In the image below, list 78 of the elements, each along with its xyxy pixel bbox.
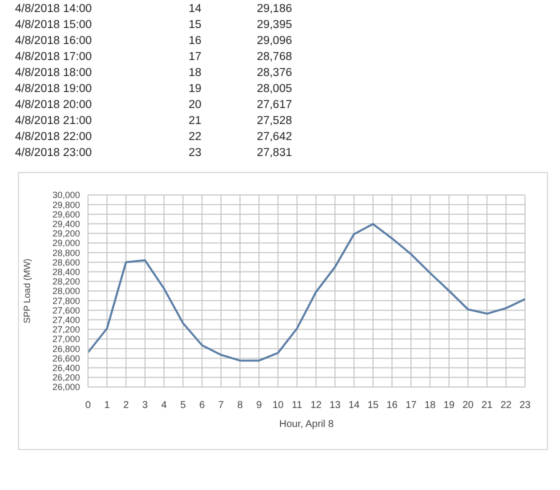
y-tick-label: 29,800 <box>52 200 80 210</box>
text: 29,186 <box>256 2 292 17</box>
text: 4/8/2018 18:00 <box>15 66 92 81</box>
text: 28,768 <box>256 50 292 65</box>
y-tick-label: 28,200 <box>52 276 80 287</box>
y-tick-label: 29,400 <box>52 218 80 229</box>
text: 4/8/2018 16:00 <box>15 34 92 49</box>
text: 27,528 <box>256 114 292 129</box>
x-tick-label: 15 <box>367 400 379 412</box>
text: 4/8/2018 15:00 <box>15 18 92 33</box>
text: 18 <box>188 66 202 81</box>
text: 23 <box>188 146 202 161</box>
x-tick-label: 8 <box>237 400 244 412</box>
text: 19 <box>188 82 202 97</box>
y-tick-label: 27,400 <box>52 314 80 325</box>
x-tick-label: 2 <box>123 400 130 412</box>
y-tick-label: 28,600 <box>52 257 80 268</box>
text: 28,005 <box>256 82 292 97</box>
y-tick-label: 26,600 <box>52 353 80 364</box>
text: 4/8/2018 14:00 <box>15 2 92 17</box>
x-tick-label: 1 <box>104 400 110 412</box>
y-tick-label: 28,800 <box>52 248 80 258</box>
y-tick-label: 28,400 <box>52 266 80 277</box>
text: 21 <box>188 114 202 129</box>
text: 27,831 <box>256 146 292 161</box>
text: 4/8/2018 20:00 <box>15 98 92 113</box>
y-tick-label: 28,000 <box>52 286 80 296</box>
y-tick-label: 26,200 <box>52 372 80 383</box>
x-tick-label: 11 <box>292 400 303 412</box>
x-tick-label: 10 <box>272 400 284 412</box>
x-tick-label: 6 <box>199 400 206 412</box>
x-tick-label: 23 <box>519 400 531 412</box>
y-tick-label: 27,600 <box>52 305 80 316</box>
text: 29,096 <box>256 34 292 49</box>
x-tick-label: 21 <box>481 400 493 412</box>
text: 22 <box>188 130 202 145</box>
text: 16 <box>188 34 202 49</box>
text: 4/8/2018 22:00 <box>15 130 92 145</box>
x-tick-label: 17 <box>405 400 417 412</box>
x-tick-label: 9 <box>256 400 262 412</box>
y-axis-title: SPP Load (MW) <box>22 258 32 324</box>
text: 29,395 <box>256 18 292 33</box>
x-tick-label: 5 <box>180 400 186 412</box>
x-axis-title: Hour, April 8 <box>279 419 334 430</box>
x-tick-label: 14 <box>348 400 360 412</box>
line-series <box>88 223 525 362</box>
y-tick-label: 27,800 <box>52 296 80 306</box>
y-tick-label: 26,000 <box>52 382 80 392</box>
text: 15 <box>188 18 202 33</box>
y-tick-label: 26,800 <box>52 344 80 354</box>
x-tick-label: 19 <box>443 400 455 412</box>
x-tick-label: 0 <box>85 400 92 412</box>
x-tick-label: 3 <box>142 400 148 412</box>
text: 27,617 <box>256 98 292 113</box>
y-tick-label: 29,000 <box>52 238 80 248</box>
y-tick-label: 26,400 <box>52 362 80 373</box>
text: 27,642 <box>256 130 292 145</box>
x-tick-label: 18 <box>424 400 436 412</box>
x-tick-label: 20 <box>462 400 474 412</box>
y-tick-label: 30,000 <box>52 190 80 200</box>
text: 4/8/2018 21:00 <box>15 114 92 129</box>
x-tick-label: 4 <box>161 400 168 412</box>
x-tick-label: 22 <box>500 400 512 412</box>
text: 17 <box>188 50 202 65</box>
y-tick-label: 27,000 <box>52 334 80 344</box>
x-tick-label: 12 <box>310 400 322 412</box>
text: 14 <box>188 2 202 17</box>
x-tick-label: 7 <box>218 400 224 412</box>
text: 4/8/2018 23:00 <box>15 146 92 161</box>
y-tick-label: 27,200 <box>52 324 80 335</box>
text: 4/8/2018 17:00 <box>15 50 92 65</box>
text: 4/8/2018 19:00 <box>15 82 92 97</box>
x-tick-label: 16 <box>386 400 398 412</box>
x-tick-label: 13 <box>329 400 341 412</box>
y-tick-label: 29,200 <box>52 228 80 239</box>
text: 28,376 <box>256 66 292 81</box>
text: 20 <box>188 98 202 113</box>
y-tick-label: 29,600 <box>52 209 80 220</box>
